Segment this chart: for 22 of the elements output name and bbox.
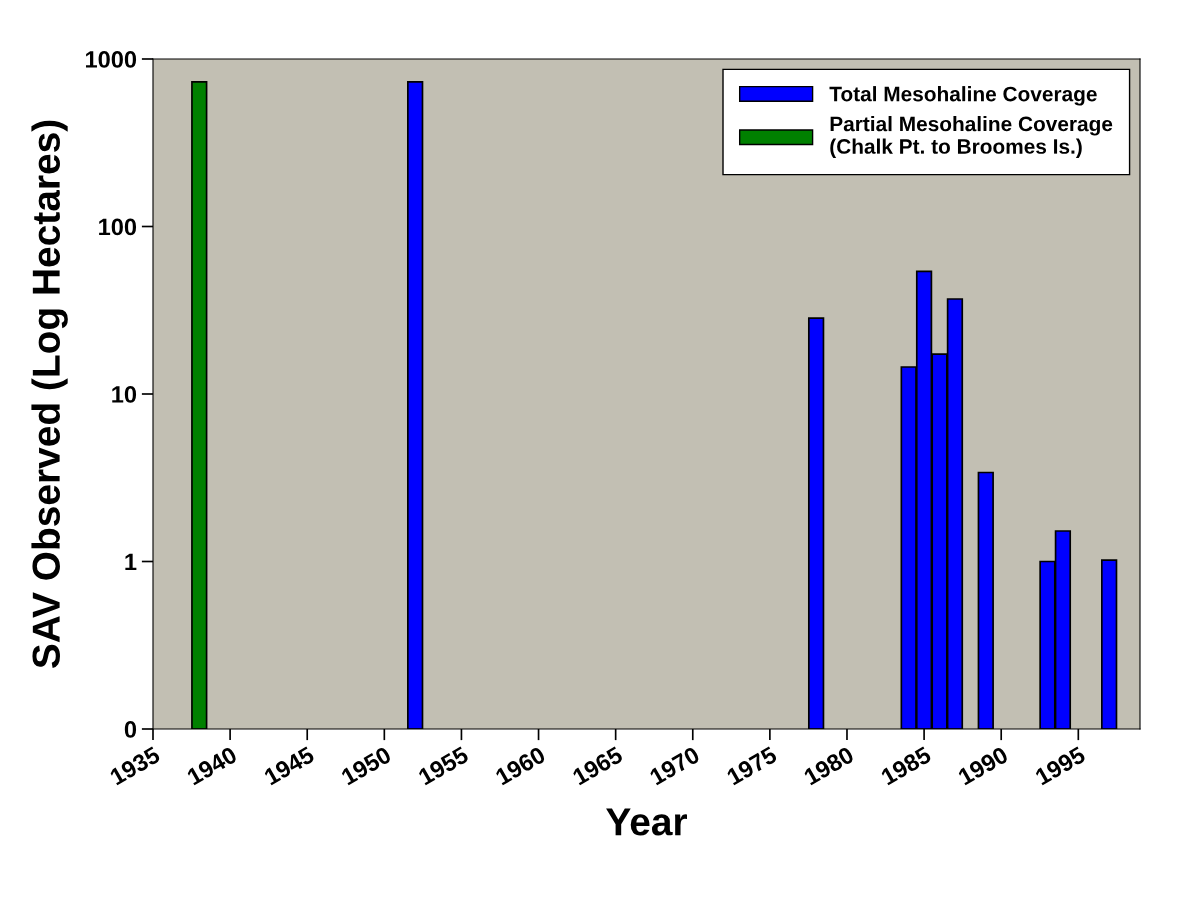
y-tick-label: 100 bbox=[99, 218, 137, 236]
x-tick-label: 1980 bbox=[803, 745, 855, 786]
legend-label: Partial Mesohaline Coverage (Chalk Pt. to Broomes Is.) bbox=[830, 116, 1113, 158]
legend-label: Total Mesohaline Coverage bbox=[829, 86, 1097, 106]
y-tick-label: 1 bbox=[125, 553, 137, 571]
x-tick-label: 1950 bbox=[340, 745, 393, 786]
x-tick-label: 1935 bbox=[109, 745, 162, 786]
x-tick-label: 1940 bbox=[186, 745, 238, 786]
y-tick-label: 0 bbox=[124, 721, 137, 738]
x-tick-label: 1990 bbox=[957, 745, 1010, 786]
x-axis-title: Year bbox=[606, 808, 688, 836]
x-tick-label: 1965 bbox=[571, 745, 624, 786]
y-tick-label: 1000 bbox=[85, 51, 137, 68]
x-tick-label: 1945 bbox=[263, 745, 316, 786]
x-tick-label: 1970 bbox=[648, 745, 701, 786]
y-tick-label: 10 bbox=[112, 386, 137, 403]
x-tick-label: 1975 bbox=[725, 745, 778, 786]
x-tick-label: 1960 bbox=[494, 745, 547, 786]
x-tick-label: 1985 bbox=[880, 745, 933, 786]
x-tick-label: 1955 bbox=[417, 745, 470, 786]
y-axis-title: SAV Observed (Log Hectares) bbox=[31, 120, 68, 669]
x-tick-label: 1995 bbox=[1034, 745, 1087, 786]
